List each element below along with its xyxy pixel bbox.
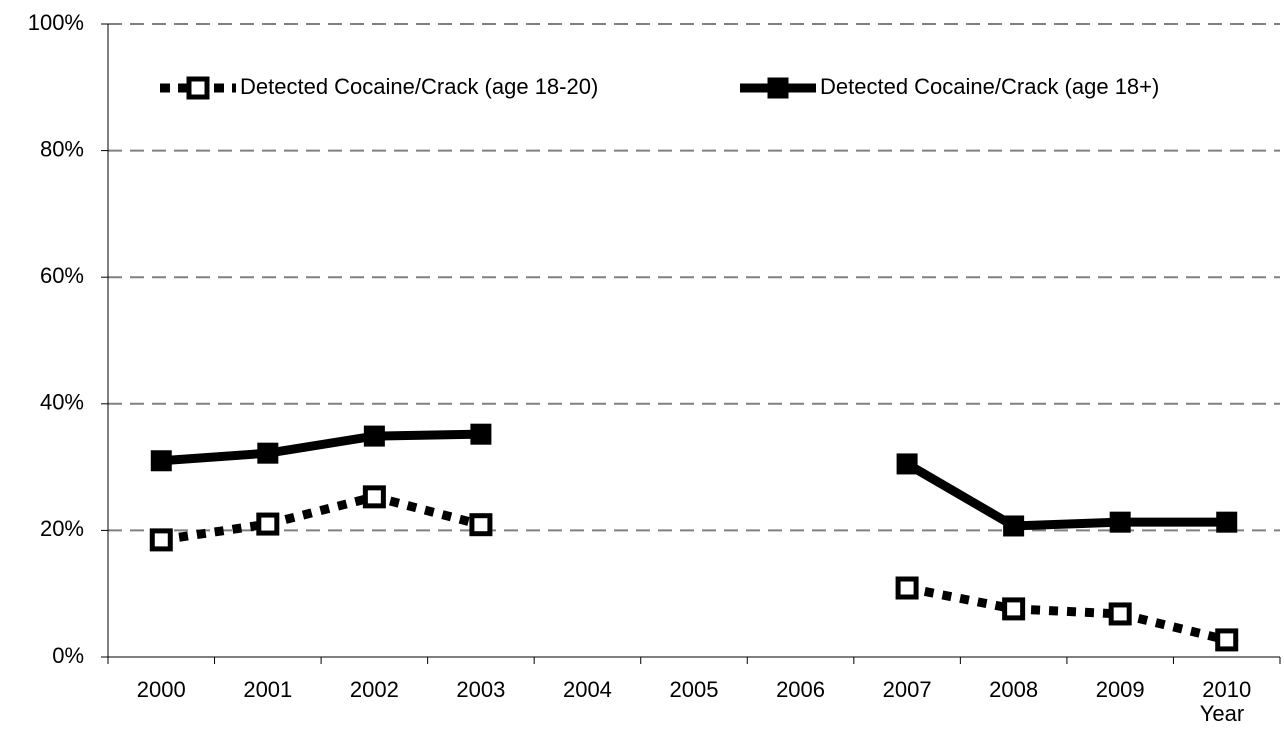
x-tick-label: 2007: [883, 677, 932, 702]
data-point: [257, 442, 279, 464]
data-point: [362, 485, 386, 509]
data-point: [470, 423, 492, 445]
series-line: [160, 492, 1228, 645]
y-tick-label: 20%: [40, 516, 84, 541]
data-point: [895, 576, 919, 600]
x-tick-label: 2006: [776, 677, 825, 702]
x-tick-label: 2002: [350, 677, 399, 702]
y-tick-label: 100%: [28, 10, 84, 35]
x-tick-label: 2000: [137, 677, 186, 702]
legend-swatch-marker: [186, 76, 210, 100]
data-point: [149, 528, 173, 552]
data-point: [1215, 628, 1239, 652]
x-tick-label: 2003: [456, 677, 505, 702]
x-axis-title: Year: [1200, 701, 1244, 726]
data-point: [256, 512, 280, 536]
data-point: [1109, 511, 1131, 533]
x-tick-label: 2005: [670, 677, 719, 702]
data-point: [1003, 515, 1025, 537]
series-line: [160, 429, 1227, 531]
x-tick-label: 2001: [243, 677, 292, 702]
legend-label: Detected Cocaine/Crack (age 18-20): [240, 74, 598, 99]
data-point: [1216, 511, 1238, 533]
data-point: [469, 513, 493, 537]
data-point: [363, 425, 385, 447]
data-point: [150, 450, 172, 472]
data-point: [896, 453, 918, 475]
data-point: [1108, 602, 1132, 626]
y-tick-label: 60%: [40, 263, 84, 288]
legend-label: Detected Cocaine/Crack (age 18+): [820, 74, 1159, 99]
y-tick-label: 0%: [52, 643, 84, 668]
y-tick-label: 40%: [40, 390, 84, 415]
y-tick-label: 80%: [40, 136, 84, 161]
x-tick-label: 2009: [1096, 677, 1145, 702]
x-tick-label: 2008: [989, 677, 1038, 702]
data-point: [1002, 597, 1026, 621]
legend-swatch-marker: [767, 77, 789, 99]
x-tick-label: 2010: [1202, 677, 1251, 702]
x-tick-label: 2004: [563, 677, 612, 702]
